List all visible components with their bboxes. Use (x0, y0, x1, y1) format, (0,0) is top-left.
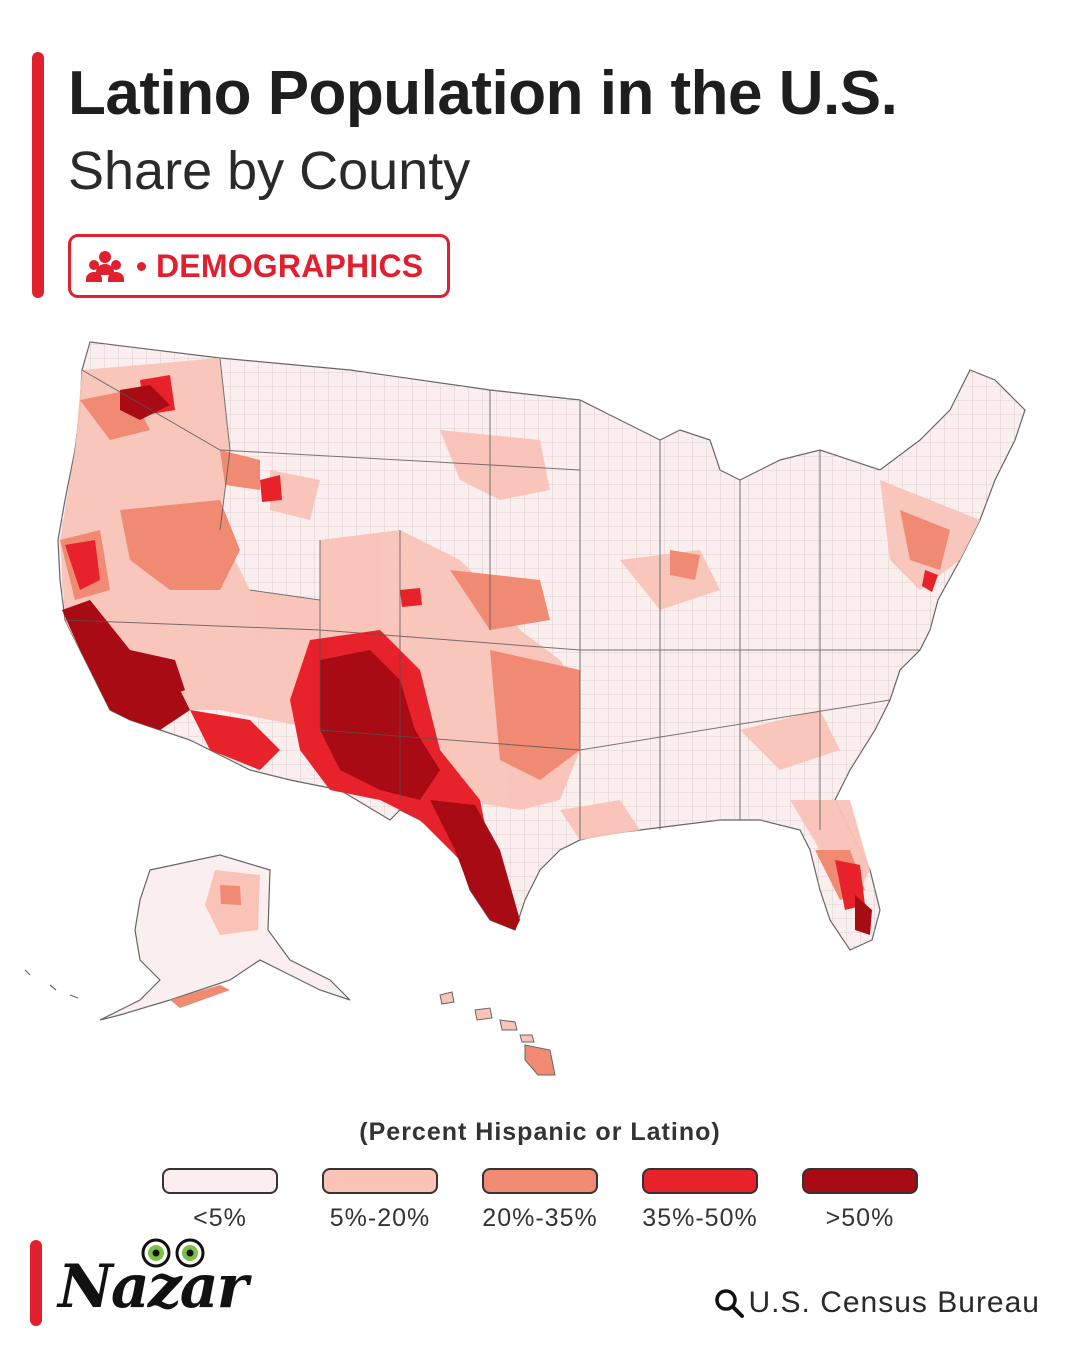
tag-label: DEMOGRAPHICS (156, 247, 424, 284)
brand-name: Nazar (58, 1252, 248, 1322)
logo-accent-bar (30, 1240, 42, 1326)
hawaii-shape (439, 991, 556, 1076)
eyes-icon (141, 1238, 205, 1268)
alaska-shape (99, 854, 351, 1021)
legend-item-5-20: 5%-20% (300, 1168, 460, 1233)
legend-item-gt50: >50% (780, 1168, 940, 1233)
legend-swatch-35-50 (642, 1168, 758, 1194)
page-title: Latino Population in the U.S. (68, 59, 898, 128)
tag-separator-dot (137, 261, 146, 271)
legend: <5% 5%-20% 20%-35% 35%-50% >50% (140, 1168, 940, 1233)
us-county-map (20, 330, 1060, 1090)
legend-swatch-5-20 (322, 1168, 438, 1194)
search-icon (714, 1289, 744, 1318)
source-text: U.S. Census Bureau (748, 1286, 1040, 1319)
legend-label-20-35: 20%-35% (482, 1204, 598, 1232)
map-svg (24, 341, 1026, 1076)
people-icon (86, 251, 124, 282)
state-borders (64, 357, 920, 840)
nazar-logo: Nazar (58, 1238, 248, 1328)
source-credit: U.S. Census Bureau (713, 1286, 1040, 1320)
legend-item-20-35: 20%-35% (460, 1168, 620, 1233)
page-subtitle: Share by County (68, 141, 471, 201)
class-20-35-regions (60, 390, 950, 900)
legend-item-lt5: <5% (140, 1168, 300, 1233)
legend-swatch-gt50 (802, 1168, 918, 1194)
title-accent-bar (32, 52, 44, 298)
legend-label-35-50: 35%-50% (642, 1204, 758, 1232)
legend-swatch-lt5 (162, 1168, 278, 1194)
class-over-50-regions (62, 385, 872, 935)
legend-label-gt50: >50% (825, 1204, 895, 1232)
legend-swatch-20-35 (482, 1168, 598, 1194)
category-tag[interactable]: DEMOGRAPHICS (68, 234, 450, 298)
legend-label-5-20: 5%-20% (329, 1204, 431, 1232)
legend-title: (Percent Hispanic or Latino) (359, 1118, 721, 1146)
legend-item-35-50: 35%-50% (620, 1168, 780, 1233)
legend-label-lt5: <5% (193, 1204, 247, 1232)
